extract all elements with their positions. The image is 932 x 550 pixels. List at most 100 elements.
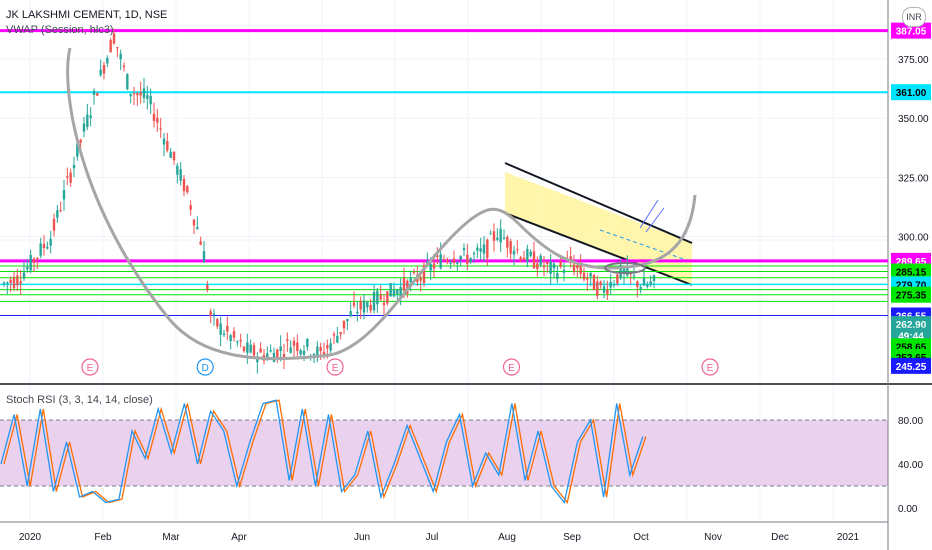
candle xyxy=(336,335,339,343)
oscillator-tick-label: 40.00 xyxy=(898,460,923,471)
candle xyxy=(252,345,256,356)
price-tick-label: 325.00 xyxy=(898,173,929,184)
candle xyxy=(479,248,482,252)
price-label-text: 289.65 xyxy=(896,257,927,268)
candle xyxy=(532,251,536,269)
descending-channel-fill xyxy=(505,172,692,285)
candle xyxy=(349,311,352,317)
candle xyxy=(556,273,559,280)
candle xyxy=(462,248,466,251)
candle xyxy=(596,281,599,296)
candle xyxy=(649,281,652,285)
time-tick-label: 2021 xyxy=(837,532,860,543)
price-label-bg xyxy=(891,357,931,374)
candle xyxy=(392,289,396,297)
price-label-bg xyxy=(891,263,931,280)
candle xyxy=(289,347,292,353)
candle xyxy=(639,286,642,290)
candle xyxy=(142,88,146,98)
candle xyxy=(166,140,169,151)
candle xyxy=(56,210,59,218)
event-marker: E xyxy=(326,358,344,376)
candle xyxy=(109,39,112,53)
candle xyxy=(539,255,542,265)
candle xyxy=(379,295,382,300)
candle xyxy=(419,278,422,281)
candle xyxy=(399,286,402,297)
candle xyxy=(622,268,626,274)
candle xyxy=(226,325,229,332)
candle xyxy=(59,210,62,212)
candle xyxy=(152,113,156,121)
channel-mid-line xyxy=(599,229,693,263)
price-label-text: 275.35 xyxy=(896,291,927,302)
candle xyxy=(449,262,452,264)
candle xyxy=(206,284,209,290)
price-label: 245.25 xyxy=(891,357,931,374)
candle xyxy=(122,65,126,68)
candle xyxy=(9,279,12,283)
candle xyxy=(616,274,619,284)
candle xyxy=(359,300,362,310)
candle xyxy=(406,280,409,294)
candle xyxy=(456,262,459,264)
candle xyxy=(446,260,449,263)
time-tick-label: Jul xyxy=(426,532,439,543)
candle xyxy=(512,250,516,255)
candle xyxy=(439,254,442,269)
candle xyxy=(552,263,556,269)
candle xyxy=(422,265,426,284)
candle xyxy=(2,282,6,284)
candle xyxy=(146,95,149,99)
price-label-text: 262.90 xyxy=(896,320,927,331)
time-tick-label: Dec xyxy=(771,532,789,543)
candle xyxy=(52,218,56,231)
time-tick-label: Oct xyxy=(633,532,649,543)
candle xyxy=(242,346,246,352)
candle xyxy=(466,254,469,264)
candle xyxy=(169,151,172,158)
candle xyxy=(99,69,102,76)
candle xyxy=(319,346,322,352)
candle xyxy=(586,278,589,280)
candle xyxy=(326,344,329,349)
candle xyxy=(652,275,656,281)
event-marker-circle xyxy=(196,358,214,376)
candle xyxy=(89,115,92,118)
candle xyxy=(22,272,26,279)
candle xyxy=(576,265,579,269)
time-tick-label: Apr xyxy=(231,532,247,543)
price-label-text: 49:44 xyxy=(898,332,924,343)
candle xyxy=(396,290,399,295)
candle xyxy=(459,256,462,260)
candle xyxy=(276,349,279,360)
candle xyxy=(116,47,119,49)
candle xyxy=(619,264,622,278)
candle xyxy=(369,305,372,311)
candle xyxy=(352,302,356,306)
time-tick-label: Jun xyxy=(354,532,370,543)
candle xyxy=(76,143,79,157)
candle xyxy=(162,138,166,145)
candle xyxy=(542,265,546,268)
candle xyxy=(429,263,432,271)
candle xyxy=(372,291,376,311)
candle xyxy=(239,339,242,342)
candle xyxy=(46,246,49,249)
candle xyxy=(316,346,319,357)
candle xyxy=(482,244,486,254)
candle xyxy=(199,241,202,245)
oscillator-tick-label: 0.00 xyxy=(898,504,918,515)
candle xyxy=(442,259,446,261)
candle xyxy=(549,261,552,274)
candle xyxy=(96,93,99,96)
price-label: 285.15 xyxy=(891,263,931,280)
candle xyxy=(49,238,52,246)
candle xyxy=(502,237,506,239)
candle xyxy=(509,241,512,254)
candle xyxy=(492,231,496,241)
candle xyxy=(496,237,499,240)
candle xyxy=(179,169,182,181)
currency-badge[interactable]: INR xyxy=(902,7,926,27)
